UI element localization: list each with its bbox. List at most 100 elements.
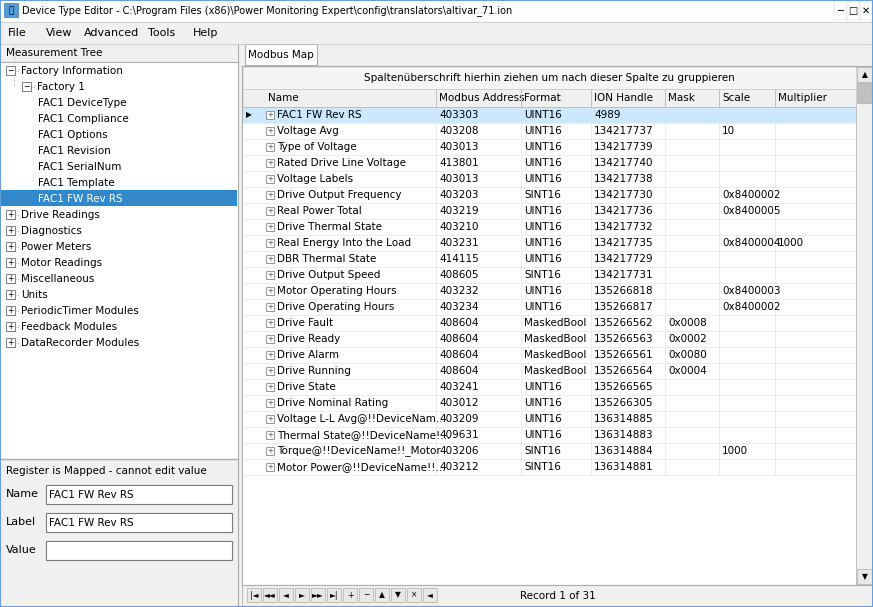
Text: ◄: ◄: [283, 591, 289, 600]
Text: DBR Thermal State: DBR Thermal State: [277, 254, 376, 264]
Text: Drive Output Frequency: Drive Output Frequency: [277, 190, 402, 200]
Bar: [243, 251, 856, 267]
Text: +: +: [7, 258, 14, 267]
Text: Voltage Labels: Voltage Labels: [277, 174, 353, 184]
Bar: [343, 588, 357, 602]
Text: 408604: 408604: [439, 334, 478, 344]
Text: +: +: [267, 112, 273, 118]
Text: FAC1 Compliance: FAC1 Compliance: [38, 114, 128, 123]
Text: ►►: ►►: [313, 591, 324, 600]
Text: +: +: [7, 274, 14, 283]
Bar: [243, 459, 856, 475]
Bar: [243, 123, 856, 139]
Bar: [22, 82, 31, 91]
Text: 0x8400003: 0x8400003: [722, 286, 780, 296]
Bar: [243, 283, 856, 299]
Text: 134217732: 134217732: [594, 222, 654, 232]
Bar: [6, 258, 15, 267]
Text: MaskedBool: MaskedBool: [524, 334, 587, 344]
Bar: [243, 203, 856, 219]
Bar: [266, 159, 274, 167]
Bar: [243, 219, 856, 235]
Text: +: +: [267, 384, 273, 390]
Text: FAC1 SerialNum: FAC1 SerialNum: [38, 161, 121, 172]
Text: 135266561: 135266561: [594, 350, 654, 360]
Text: Factory 1: Factory 1: [37, 81, 85, 92]
Text: Drive Running: Drive Running: [277, 366, 351, 376]
Bar: [860, 1, 872, 20]
Text: ION Handle: ION Handle: [594, 93, 653, 103]
Text: 135266817: 135266817: [594, 302, 654, 312]
Bar: [6, 210, 15, 219]
Bar: [266, 175, 274, 183]
Text: +: +: [7, 322, 14, 331]
Bar: [279, 588, 293, 602]
Text: ◄◄: ◄◄: [265, 591, 276, 600]
Text: 403012: 403012: [439, 398, 478, 408]
Text: −: −: [7, 66, 14, 75]
Text: Drive Operating Hours: Drive Operating Hours: [277, 302, 395, 312]
Bar: [243, 299, 856, 315]
Text: 408605: 408605: [439, 270, 478, 280]
Bar: [266, 287, 274, 295]
Text: 403232: 403232: [439, 286, 478, 296]
Bar: [359, 588, 373, 602]
Text: |◄: |◄: [250, 591, 258, 600]
Bar: [4, 3, 18, 17]
Text: 134217730: 134217730: [594, 190, 654, 200]
Bar: [266, 415, 274, 423]
Text: +: +: [267, 224, 273, 230]
Text: Label: Label: [6, 517, 36, 527]
Text: UINT16: UINT16: [524, 398, 561, 408]
Text: Voltage L-L Avg@!!DeviceNam...: Voltage L-L Avg@!!DeviceNam...: [277, 414, 446, 424]
Text: Advanced: Advanced: [84, 28, 140, 38]
Bar: [857, 67, 872, 82]
Bar: [266, 399, 274, 407]
Text: +: +: [267, 128, 273, 134]
Bar: [6, 322, 15, 331]
Bar: [243, 411, 856, 427]
Text: +: +: [7, 242, 14, 251]
Bar: [266, 111, 274, 119]
Text: 135266563: 135266563: [594, 334, 654, 344]
Text: Register is Mapped - cannot edit value: Register is Mapped - cannot edit value: [6, 466, 207, 476]
Text: +: +: [7, 210, 14, 219]
Bar: [243, 67, 856, 89]
Bar: [0, 459, 238, 607]
Bar: [1, 190, 237, 206]
Text: UINT16: UINT16: [524, 382, 561, 392]
Bar: [266, 463, 274, 471]
Text: 403209: 403209: [439, 414, 478, 424]
Text: 403013: 403013: [439, 142, 478, 152]
Bar: [242, 585, 873, 607]
Bar: [266, 447, 274, 455]
Bar: [407, 588, 421, 602]
Bar: [857, 83, 872, 103]
Bar: [266, 143, 274, 151]
Text: Spaltenüberschrift hierhin ziehen um nach dieser Spalte zu gruppieren: Spaltenüberschrift hierhin ziehen um nac…: [364, 73, 734, 83]
Bar: [243, 427, 856, 443]
Text: +: +: [267, 352, 273, 358]
Text: +: +: [267, 400, 273, 406]
Text: 0x8400004: 0x8400004: [722, 238, 780, 248]
Text: Motor Power@!!DeviceName!!...: Motor Power@!!DeviceName!!...: [277, 462, 445, 472]
Text: +: +: [347, 591, 354, 600]
Text: Feedback Modules: Feedback Modules: [21, 322, 117, 331]
Bar: [266, 127, 274, 135]
Text: Format: Format: [524, 93, 560, 103]
Text: Power Meters: Power Meters: [21, 242, 92, 251]
Text: Real Energy Into the Load: Real Energy Into the Load: [277, 238, 411, 248]
Text: Tools: Tools: [148, 28, 175, 38]
Text: ─: ─: [837, 6, 843, 16]
Text: 136314884: 136314884: [594, 446, 654, 456]
Text: +: +: [267, 464, 273, 470]
Text: UINT16: UINT16: [524, 302, 561, 312]
Text: 403231: 403231: [439, 238, 478, 248]
Text: FAC1 DeviceType: FAC1 DeviceType: [38, 98, 127, 107]
Bar: [6, 290, 15, 299]
Text: ✕: ✕: [862, 6, 870, 16]
Text: UINT16: UINT16: [524, 142, 561, 152]
Bar: [243, 379, 856, 395]
Bar: [266, 431, 274, 439]
Bar: [242, 44, 873, 66]
